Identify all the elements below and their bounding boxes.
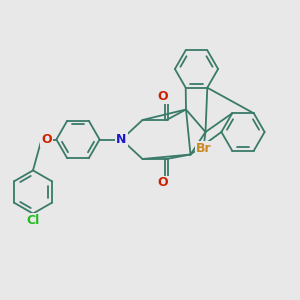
Text: O: O: [158, 176, 168, 190]
Text: Cl: Cl: [26, 214, 40, 227]
Text: O: O: [41, 133, 52, 146]
Text: N: N: [116, 133, 127, 146]
Text: Br: Br: [196, 142, 212, 155]
Text: O: O: [158, 89, 168, 103]
